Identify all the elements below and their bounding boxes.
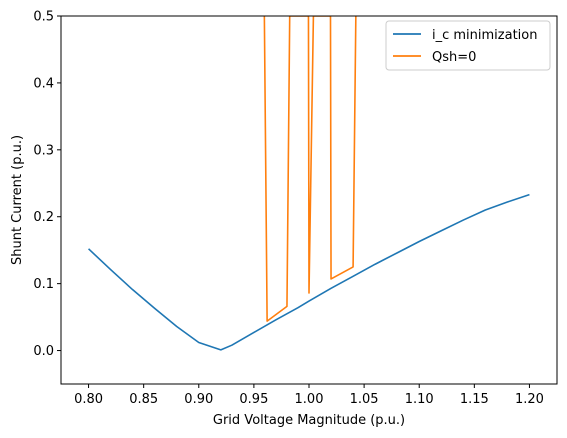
y-axis: 0.0 0.1 0.2 0.3 0.4 0.5 [33, 10, 61, 359]
legend-label-i-c-minimization: i_c minimization [432, 28, 538, 43]
y-tick-label: 0.0 [33, 344, 54, 359]
x-tick-label: 0.95 [239, 392, 268, 407]
x-tick-label: 1.10 [405, 392, 434, 407]
x-tick-label: 1.00 [295, 392, 324, 407]
x-axis-label: Grid Voltage Magnitude (p.u.) [213, 413, 405, 428]
series-line-i-c-minimization [88, 193, 530, 351]
x-tick-label: 1.05 [350, 392, 379, 407]
x-tick-label: 0.85 [129, 392, 158, 407]
y-axis-label: Shunt Current (p.u.) [10, 135, 25, 265]
x-tick-label: 1.15 [460, 392, 489, 407]
y-tick-label: 0.5 [33, 10, 54, 25]
legend: i_c minimization Qsh=0 [385, 20, 551, 71]
y-tick-label: 0.4 [33, 76, 54, 91]
x-tick-label: 1.20 [515, 392, 544, 407]
legend-box [385, 20, 551, 71]
series-line-qsh-0 [263, 16, 357, 322]
x-tick-label: 0.90 [184, 392, 213, 407]
y-tick-label: 0.2 [33, 210, 54, 225]
legend-label-qsh-0: Qsh=0 [432, 50, 476, 65]
x-tick-label: 0.80 [74, 392, 103, 407]
y-tick-label: 0.3 [33, 143, 54, 158]
series-layer [88, 16, 530, 351]
y-tick-label: 0.1 [33, 277, 54, 292]
x-axis: 0.80 0.85 0.90 0.95 1.00 1.05 1.10 1.15 1.20 [74, 384, 544, 407]
